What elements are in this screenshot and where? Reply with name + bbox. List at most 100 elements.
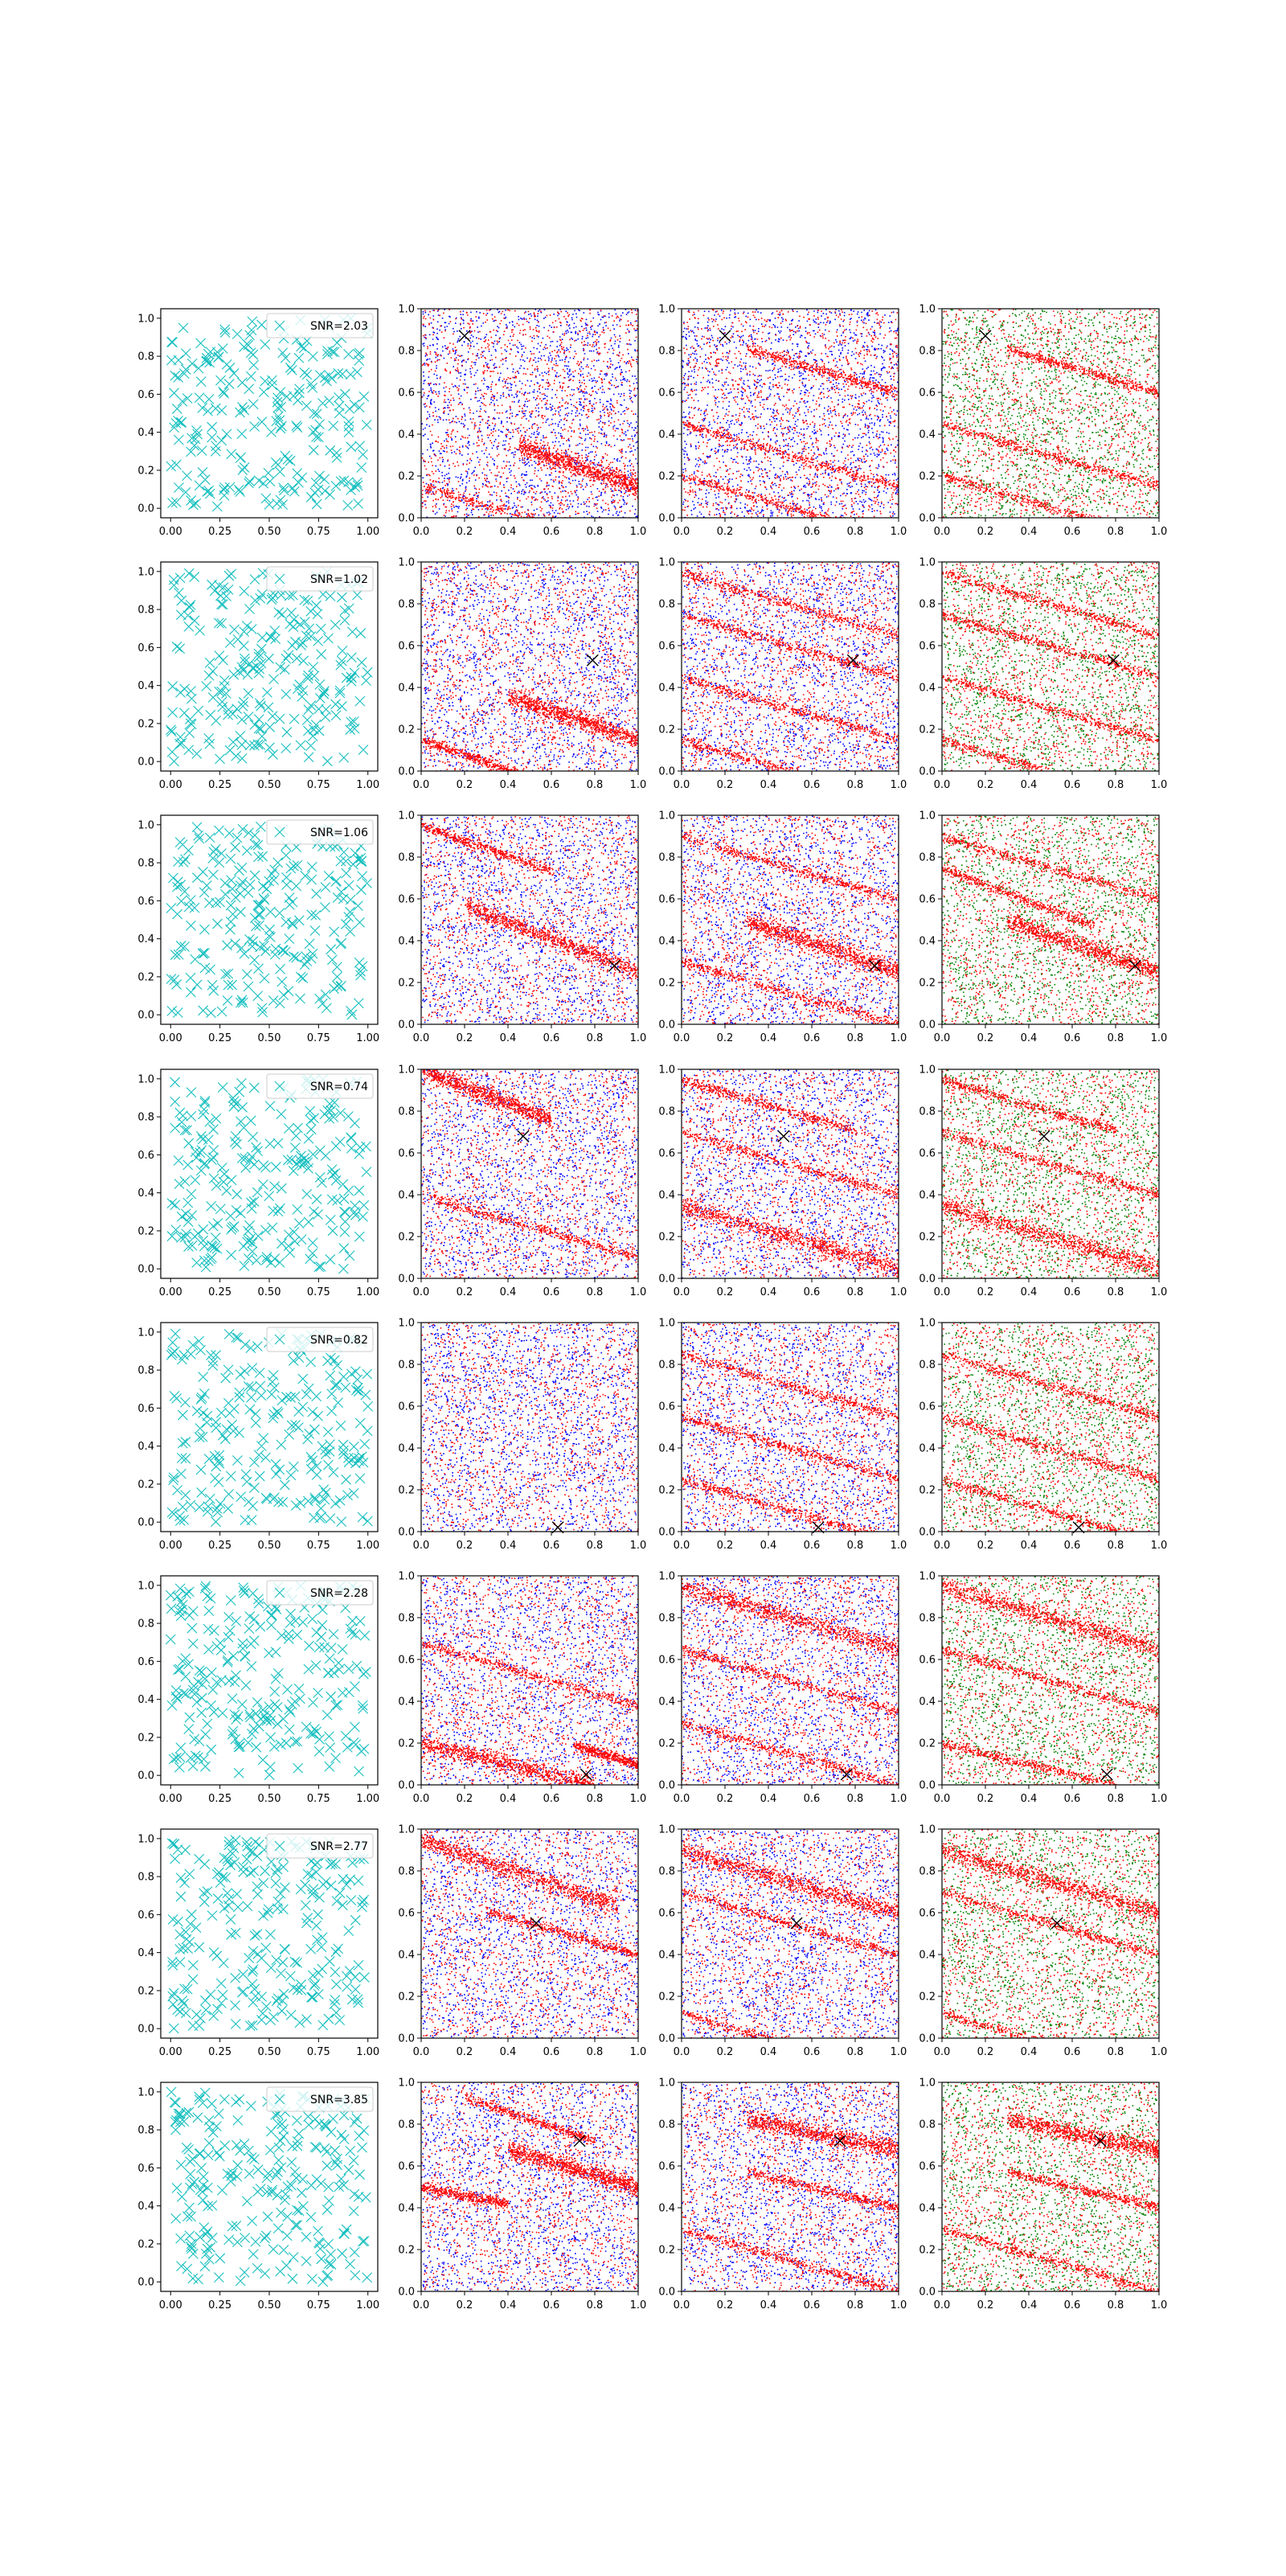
x-tick-label: 1.0 (891, 779, 907, 791)
y-tick-label: 1.0 (919, 1318, 936, 1330)
y-tick-label: 0.0 (398, 2033, 415, 2045)
plot-area (166, 2087, 372, 2287)
y-tick-label: 0.2 (919, 1991, 936, 2004)
y-tick-label: 0.4 (137, 933, 154, 945)
y-tick-label: 1.0 (398, 557, 415, 569)
y-tick-label: 1.0 (137, 1073, 154, 1085)
y-tick-label: 0.2 (137, 1479, 154, 1491)
panel-r5-c2: 0.0 0.2 0.4 0.6 0.8 1.00.00.20.40.60.81.0 (398, 1318, 646, 1553)
y-tick-label: 0.8 (398, 599, 415, 611)
x-tick-label: 0.8 (1108, 1286, 1124, 1298)
y-tick-label: 0.8 (137, 1618, 154, 1631)
x-tick-label: 0.8 (1108, 1540, 1124, 1552)
x-tick-label: 0.6 (543, 779, 560, 791)
x-tick-label: 0.25 (208, 2046, 231, 2058)
x-tick-label: 1.0 (630, 2046, 647, 2058)
plot-area (942, 1069, 1161, 1279)
x-tick-label: 0.75 (307, 1032, 330, 1044)
y-tick-label: 0.4 (919, 1190, 936, 1202)
x-tick-label: 0.6 (804, 779, 821, 791)
y-tick-label: 1.0 (658, 1571, 675, 1583)
x-tick-label: 0.8 (587, 779, 604, 791)
panel-r5-c3: 0.0 0.2 0.4 0.6 0.8 1.00.00.20.40.60.81.0 (658, 1318, 907, 1553)
dots-red (682, 1069, 899, 1278)
x-tick-label: 0.0 (413, 1286, 430, 1298)
y-tick-label: 1.0 (137, 566, 154, 578)
plot-area (942, 815, 1161, 1025)
y-tick-label: 1.0 (398, 1064, 415, 1077)
x-tick-label: 0.2 (717, 526, 734, 538)
x-marker-icon (980, 330, 991, 342)
x-tick-label: 0.2 (977, 779, 994, 791)
x-tick-label: 1.0 (630, 1793, 647, 1805)
y-tick-label: 1.0 (398, 1824, 415, 1836)
x-tick-label: 0.6 (1064, 526, 1081, 538)
x-tick-label: 1.00 (356, 2046, 379, 2058)
y-tick-label: 0.2 (919, 1232, 936, 1244)
plot-area (421, 1069, 640, 1280)
y-tick-label: 0.2 (398, 724, 415, 736)
y-tick-label: 1.0 (398, 1571, 415, 1583)
axes-frame (421, 2082, 638, 2291)
x-tick-label: 1.00 (356, 1032, 379, 1044)
panel-r2-c1: 0.00 0.25 0.50 0.75 1.000.00.20.40.60.81.0SN… (137, 562, 379, 791)
x-marker-icon (1101, 1769, 1112, 1780)
x-tick-label: 0.8 (587, 526, 604, 538)
x-tick-label: 0.4 (1021, 1032, 1038, 1044)
x-tick-label: 0.00 (159, 1540, 182, 1552)
x-tick-label: 0.50 (258, 526, 281, 538)
x-tick-label: 0.6 (1064, 1032, 1081, 1044)
x-tick-label: 1.00 (356, 1540, 379, 1552)
x-markers (166, 822, 372, 1019)
plot-area (942, 2082, 1161, 2293)
y-tick-label: 0.8 (658, 1106, 675, 1118)
y-tick-label: 0.6 (398, 641, 415, 653)
plot-area (167, 1074, 371, 1274)
x-tick-label: 0.25 (208, 779, 231, 791)
y-tick-label: 0.8 (919, 1866, 936, 1878)
x-tick-label: 0.75 (307, 779, 330, 791)
dots-blue (421, 815, 640, 1026)
y-tick-label: 0.0 (137, 1517, 154, 1529)
y-tick-label: 0.6 (919, 1401, 936, 1413)
x-tick-label: 0.8 (1108, 526, 1124, 538)
dots-red (942, 1070, 1161, 1280)
panel-r7-c4: 0.0 0.2 0.4 0.6 0.8 1.00.00.20.40.60.81.0 (919, 1824, 1167, 2059)
y-tick-label: 0.0 (398, 766, 415, 778)
legend-label: SNR=1.06 (310, 827, 368, 839)
x-markers (167, 1836, 369, 2033)
y-tick-label: 1.0 (137, 1833, 154, 1845)
y-tick-label: 0.0 (658, 1274, 675, 1286)
plot-area (682, 562, 900, 773)
x-tick-label: 0.8 (847, 2299, 864, 2311)
panel-r2-c4: 0.0 0.2 0.4 0.6 0.8 1.00.00.20.40.60.81.0 (919, 557, 1167, 792)
x-tick-label: 0.0 (674, 1032, 690, 1044)
y-tick-label: 0.6 (137, 1656, 154, 1668)
x-tick-label: 1.0 (1151, 779, 1168, 791)
y-tick-label: 0.2 (398, 1232, 415, 1244)
y-tick-label: 0.4 (919, 683, 936, 695)
plot-area (421, 1576, 640, 1786)
x-tick-label: 0.0 (934, 526, 951, 538)
panel-r1-c3: 0.0 0.2 0.4 0.6 0.8 1.00.00.20.40.60.81.0 (658, 304, 907, 539)
x-tick-label: 0.0 (674, 526, 690, 538)
x-tick-label: 0.0 (934, 1540, 951, 1552)
y-tick-label: 0.6 (658, 894, 675, 906)
x-tick-label: 0.4 (1021, 2046, 1038, 2058)
panel-r5-c1: 0.00 0.25 0.50 0.75 1.000.00.20.40.60.81.0SN… (137, 1323, 379, 1552)
plot-area (942, 309, 1160, 519)
y-tick-label: 0.0 (137, 1010, 154, 1022)
dots-red (942, 562, 1160, 772)
y-tick-label: 0.4 (398, 1190, 415, 1202)
x-tick-label: 0.6 (804, 1793, 821, 1805)
y-tick-label: 0.2 (137, 1732, 154, 1744)
x-tick-label: 0.50 (258, 779, 281, 791)
x-tick-label: 0.4 (760, 2299, 777, 2311)
x-tick-label: 0.0 (413, 1032, 430, 1044)
y-tick-label: 0.8 (919, 1613, 936, 1625)
y-tick-label: 0.4 (658, 1950, 675, 1962)
plot-area (166, 822, 372, 1019)
y-tick-label: 0.4 (137, 1188, 154, 1200)
y-tick-label: 1.0 (919, 557, 936, 569)
y-tick-label: 0.8 (919, 346, 936, 358)
